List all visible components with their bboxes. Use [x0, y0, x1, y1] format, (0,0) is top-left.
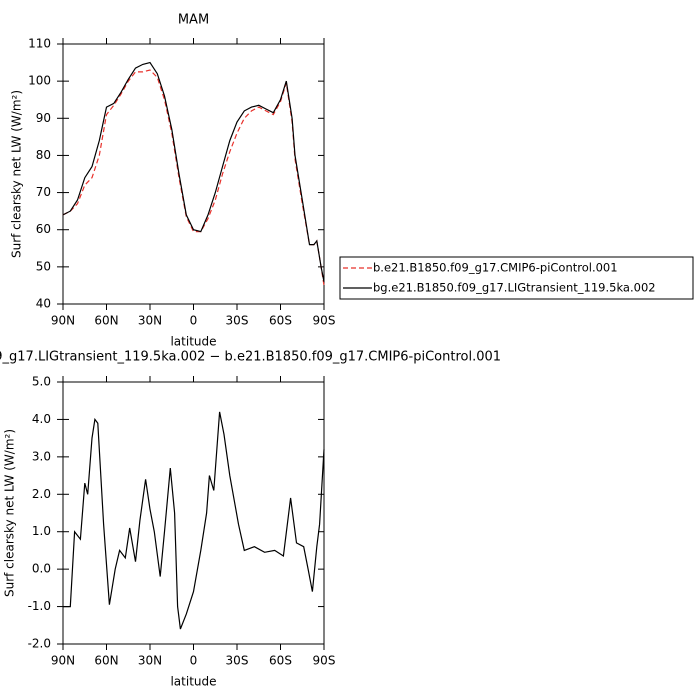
- x-tick-label: 30N: [138, 314, 162, 328]
- y-tick-label: -2.0: [28, 637, 51, 651]
- chart-title: bg.e21.B1850.f09_g17.LIGtransient_119.5k…: [0, 350, 501, 365]
- x-tick-label: 90S: [313, 314, 336, 328]
- x-axis-label: latitude: [170, 335, 216, 349]
- x-tick-label: 60N: [94, 654, 118, 668]
- y-axis-label: Surf clearsky net LW (W/m²): [10, 90, 24, 258]
- y-tick-label: 1.0: [32, 524, 51, 538]
- x-axis-label: latitude: [170, 675, 216, 689]
- x-tick-label: 0: [190, 314, 198, 328]
- plot-frame: [62, 381, 325, 645]
- x-tick-label: 60N: [94, 314, 118, 328]
- y-tick-label: 50: [36, 259, 51, 273]
- x-tick-label: 0: [190, 654, 198, 668]
- x-tick-label: 90N: [51, 314, 75, 328]
- series-line: [62, 69, 325, 286]
- legend-label: b.e21.B1850.f09_g17.CMIP6-piControl.001: [373, 261, 618, 275]
- x-tick-label: 30S: [226, 654, 249, 668]
- y-tick-label: 40: [36, 297, 51, 311]
- x-tick-label: 60S: [269, 654, 292, 668]
- y-tick-label: 100: [28, 74, 51, 88]
- plot-frame: [62, 43, 325, 305]
- x-tick-label: 60S: [269, 314, 292, 328]
- y-tick-label: 110: [28, 37, 51, 51]
- y-tick-label: 3.0: [32, 449, 51, 463]
- x-tick-label: 90S: [313, 654, 336, 668]
- legend-label: bg.e21.B1850.f09_g17.LIGtransient_119.5k…: [373, 281, 656, 295]
- y-tick-label: 80: [36, 148, 51, 162]
- y-tick-label: 60: [36, 222, 51, 236]
- x-tick-label: 30S: [226, 314, 249, 328]
- x-tick-label: 30N: [138, 654, 162, 668]
- y-axis-label: Surf clearsky net LW (W/m²): [3, 429, 17, 597]
- y-tick-label: 4.0: [32, 412, 51, 426]
- legend-box: [339, 256, 694, 300]
- x-tick-label: 90N: [51, 654, 75, 668]
- y-tick-label: 70: [36, 185, 51, 199]
- y-tick-label: -1.0: [28, 599, 51, 613]
- y-tick-label: 90: [36, 111, 51, 125]
- y-tick-label: 5.0: [32, 375, 51, 389]
- y-tick-label: 2.0: [32, 487, 51, 501]
- chart-title: MAM: [178, 13, 209, 28]
- y-tick-label: 0.0: [32, 562, 51, 576]
- series-line: [63, 411, 325, 630]
- series-line: [62, 61, 325, 282]
